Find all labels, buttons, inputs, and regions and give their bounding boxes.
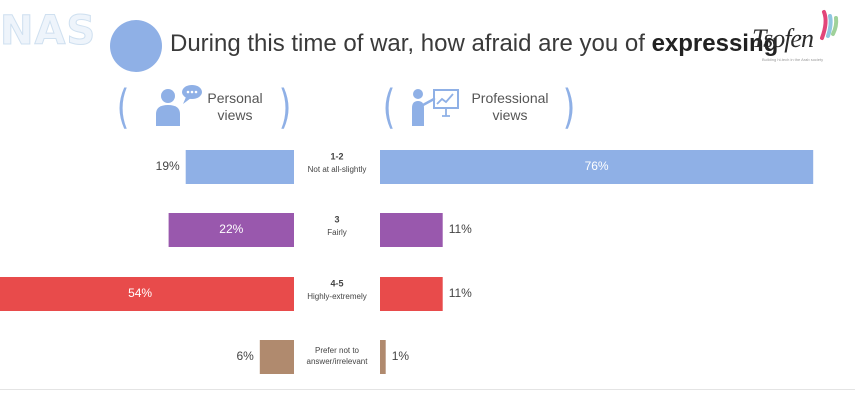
tsofen-wordmark: Tsofen xyxy=(752,24,814,53)
category-label-2: Highly-extremely xyxy=(307,292,367,301)
value-label-professional-1: 11% xyxy=(449,222,472,236)
presenter-board-icon xyxy=(412,89,459,126)
title-emphasis: expressing xyxy=(651,30,779,57)
bar-personal-2 xyxy=(0,277,294,311)
tsofen-logo-mark xyxy=(820,10,839,40)
title-bullet-circle xyxy=(110,20,162,72)
bracket-left-personal: ( xyxy=(116,80,130,134)
bracket-left-professional: ( xyxy=(382,80,396,134)
bar-personal-0 xyxy=(185,150,294,184)
title-prefix: During this time of war, how afraid are … xyxy=(170,30,652,57)
value-label-professional-2: 11% xyxy=(449,286,472,300)
bar-personal-3 xyxy=(259,340,294,374)
bar-personal-1 xyxy=(168,213,294,247)
bracket-right-personal: ) xyxy=(278,80,292,134)
category-code-2: 4-5 xyxy=(330,278,343,288)
category-code-0: 1-2 xyxy=(330,151,343,161)
logo-stroke-pink xyxy=(820,10,828,40)
bar-professional-0 xyxy=(380,150,814,184)
bottom-divider xyxy=(0,389,855,390)
category-label-3-line1: Prefer not to xyxy=(315,346,360,355)
value-label-personal-0: 19% xyxy=(156,159,180,173)
group-label-personal: Personal views xyxy=(207,90,263,123)
group-label-professional: Professional views xyxy=(471,90,549,123)
category-label-3-line2: answer/irrelevant xyxy=(307,357,369,366)
bar-professional-3 xyxy=(380,340,386,374)
bracket-right-professional: ) xyxy=(562,80,576,134)
page-title: During this time of war, how afraid are … xyxy=(170,30,778,58)
category-label-0: Not at all-slightly xyxy=(308,165,367,174)
value-label-professional-0: 76% xyxy=(585,159,609,173)
category-code-1: 3 xyxy=(334,214,339,224)
logo-stroke-blue xyxy=(826,14,833,38)
logo-stroke-green xyxy=(831,16,839,36)
bar-professional-2 xyxy=(380,277,443,311)
value-label-personal-3: 6% xyxy=(236,349,254,363)
value-label-personal-2: 54% xyxy=(128,286,152,300)
person-speech-icon xyxy=(156,85,202,126)
tsofen-tagline: Building hi-tech in the Arab society xyxy=(762,57,824,62)
value-label-professional-3: 1% xyxy=(392,349,410,363)
category-label-1: Fairly xyxy=(327,228,347,237)
value-label-personal-1: 22% xyxy=(219,222,243,236)
bar-professional-1 xyxy=(380,213,443,247)
nas-logo: NAS xyxy=(0,8,97,55)
